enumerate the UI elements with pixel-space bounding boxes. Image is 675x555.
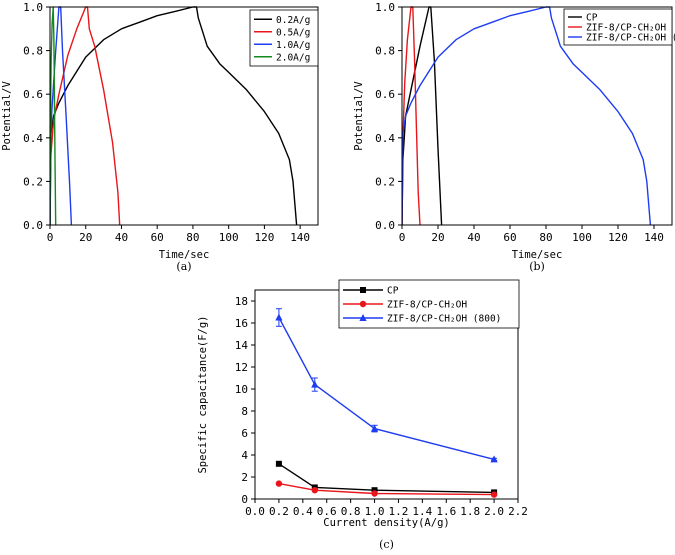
y-tick-label: 0 [241, 493, 248, 506]
y-tick-label: 18 [235, 295, 248, 308]
marker-circle [359, 300, 367, 308]
y-tick-label: 1.0 [375, 1, 395, 14]
legend-label: ZIF-8/CP-CH₂OH (800) [586, 33, 675, 44]
x-tick-label: 120 [254, 231, 274, 244]
series-line-3 [50, 6, 57, 225]
marker-square [371, 487, 378, 494]
y-tick-label: 0.4 [23, 132, 43, 145]
marker-circle [490, 491, 498, 498]
y-tick-label: 1.0 [23, 1, 43, 14]
x-tick-label: 0.2 [269, 505, 289, 518]
legend-label: 1.0A/g [276, 40, 310, 51]
series-line-1 [278, 482, 495, 496]
legend-label: 0.5A/g [276, 27, 310, 38]
y-tick-label: 2 [241, 471, 248, 484]
chart-panel-2: 0.0 0.2 0.4 0.6 0.8 1.0 1.2 1.4 1.6 1.8 2.0 2.2 0 2 4 6… [197, 279, 528, 551]
panel-label: (a) [176, 260, 191, 273]
plot-frame [401, 6, 673, 226]
marker-circle [371, 490, 378, 497]
marker-circle [311, 487, 318, 494]
x-tick-label: 40 [467, 231, 480, 244]
x-tick-label: 1.0 [365, 505, 385, 518]
y-tick-label: 12 [235, 361, 248, 374]
y-tick-label: 16 [235, 317, 248, 330]
marker-triangle [275, 313, 283, 321]
legend-label: ZIF-8/CP-CH₂OH [586, 23, 666, 34]
x-axis-title: Time/sec [512, 249, 563, 261]
marker-triangle [311, 380, 319, 388]
marker-triangle [370, 424, 379, 432]
y-tick-label: 0.6 [23, 88, 43, 101]
x-tick-label: 80 [186, 231, 199, 244]
series-line-2 [278, 317, 495, 461]
y-tick-label: 0.8 [23, 45, 43, 58]
y-tick-label: 0.6 [375, 88, 395, 101]
x-tick-label: 80 [539, 231, 552, 244]
x-tick-label: 0 [47, 231, 54, 244]
legend-label: CP [586, 13, 598, 24]
x-tick-label: 100 [219, 231, 239, 244]
x-tick-label: 140 [644, 231, 664, 244]
chart-panel-1: 0 20 40 60 80 100 120 140 0.0 0.2 0.4 0.6 0.8 1.0 Time… [353, 1, 675, 273]
y-tick-label: 6 [241, 427, 248, 440]
y-tick-label: 10 [235, 383, 248, 396]
series-line-1 [50, 6, 121, 225]
x-tick-label: 2.2 [508, 505, 528, 518]
legend-label: 0.2A/g [276, 15, 310, 26]
x-axis-title: Current density(A/g) [323, 517, 449, 529]
chart-panel-0: 0 20 40 60 80 100 120 140 0.0 0.2 0.4 0.6 0.8 1.0 Time… [1, 1, 319, 273]
x-tick-label: 60 [503, 231, 516, 244]
y-axis-title: Potential/V [353, 81, 365, 151]
x-tick-label: 100 [572, 231, 592, 244]
y-axis-title: Potential/V [1, 81, 13, 151]
x-tick-label: 120 [608, 231, 628, 244]
x-tick-label: 40 [115, 231, 128, 244]
x-tick-label: 0.0 [245, 505, 265, 518]
x-tick-label: 1.8 [460, 505, 480, 518]
series-line-0 [402, 6, 443, 225]
panel-label: (b) [529, 260, 545, 273]
legend-label: CP [387, 286, 399, 297]
y-axis-title: Specific capacitance(F/g) [197, 315, 209, 473]
y-tick-label: 0.0 [23, 219, 43, 232]
y-tick-label: 14 [235, 339, 249, 352]
x-tick-label: 2.0 [484, 505, 504, 518]
y-tick-label: 4 [241, 449, 248, 462]
legend-label: ZIF-8/CP-CH₂OH (800) [387, 314, 501, 325]
x-tick-label: 20 [79, 231, 92, 244]
x-tick-label: 60 [151, 231, 164, 244]
y-tick-label: 8 [241, 405, 248, 418]
x-tick-label: 1.4 [412, 505, 432, 518]
marker-square [275, 460, 282, 467]
legend-label: 2.0A/g [276, 52, 310, 63]
x-tick-label: 1.6 [436, 505, 456, 518]
y-tick-label: 0.2 [23, 175, 43, 188]
marker-square [360, 287, 366, 293]
panel-label: (c) [379, 538, 394, 551]
x-tick-label: 0.8 [341, 505, 361, 518]
y-tick-label: 0.0 [375, 219, 395, 232]
x-tick-label: 140 [290, 231, 310, 244]
series-line-0 [278, 463, 495, 494]
series-line-1 [402, 6, 421, 225]
y-tick-label: 0.4 [375, 132, 395, 145]
x-tick-label: 0.6 [317, 505, 337, 518]
y-tick-label: 0.2 [375, 175, 395, 188]
x-axis-title: Time/sec [159, 249, 210, 261]
marker-triangle [490, 455, 498, 463]
marker-triangle [359, 314, 367, 321]
x-tick-label: 1.2 [389, 505, 409, 518]
plot-frame [49, 6, 319, 226]
x-tick-label: 20 [431, 231, 444, 244]
x-tick-label: 0 [399, 231, 406, 244]
legend-label: ZIF-8/CP-CH₂OH [387, 300, 467, 311]
y-tick-label: 0.8 [375, 45, 395, 58]
x-tick-label: 0.4 [293, 505, 313, 518]
marker-circle [275, 480, 283, 487]
